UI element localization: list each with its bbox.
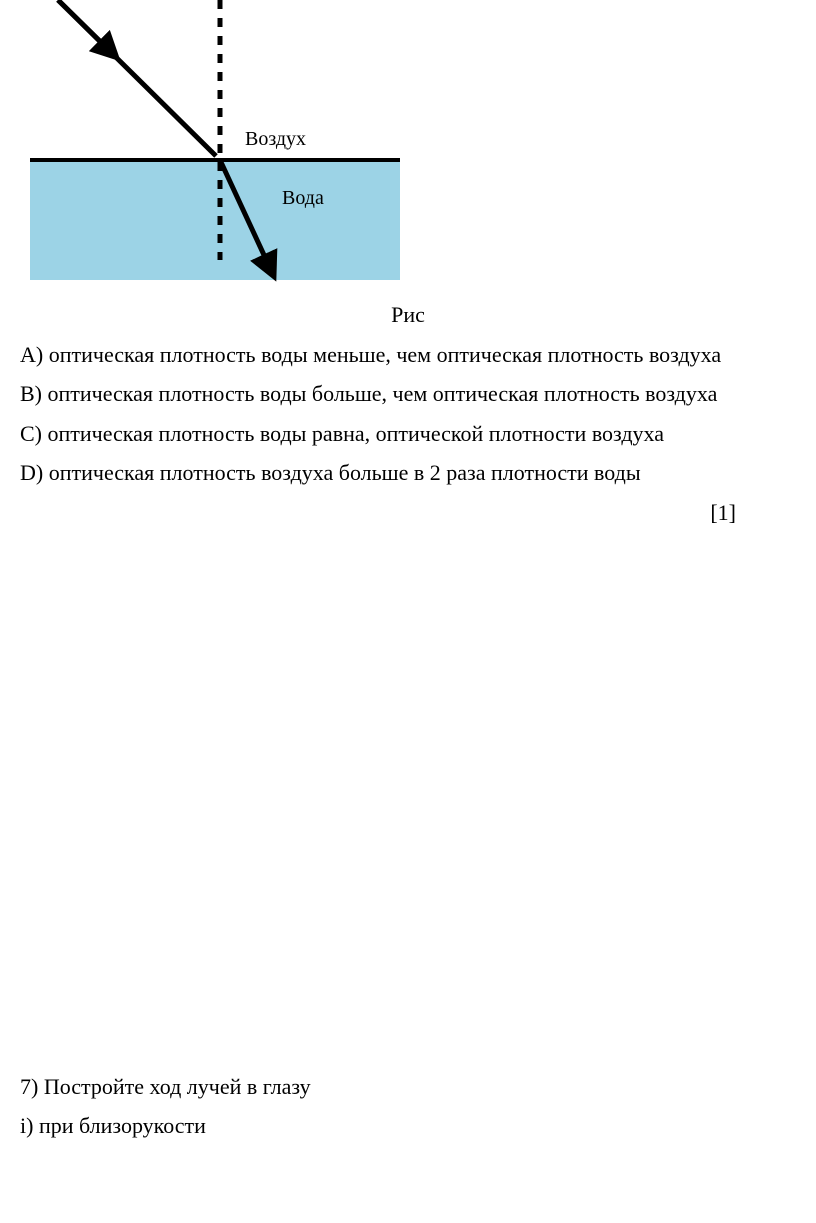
water-rect: [30, 160, 400, 280]
question-7-title: 7) Постройте ход лучей в глазу: [20, 1068, 796, 1105]
option-c: C) оптическая плотность воды равна, опти…: [20, 415, 796, 452]
incident-ray-arrowhead: [58, 0, 110, 51]
refraction-figure: Воздух Вода: [20, 0, 420, 298]
figure-caption: Рис: [20, 302, 796, 328]
question-7-sub-i: i) при близорукости: [20, 1107, 796, 1144]
water-label: Вода: [282, 187, 324, 209]
points-label: [1]: [20, 500, 796, 526]
option-b: B) оптическая плотность воды больше, чем…: [20, 375, 796, 412]
air-label: Воздух: [245, 128, 306, 150]
option-d: D) оптическая плотность воздуха больше в…: [20, 454, 796, 491]
spacer: [20, 526, 796, 1066]
page: Воздух Вода Рис A) оптическая плотность …: [0, 0, 816, 1186]
option-a: A) оптическая плотность воды меньше, чем…: [20, 336, 796, 373]
refraction-svg: Воздух Вода: [20, 0, 420, 298]
